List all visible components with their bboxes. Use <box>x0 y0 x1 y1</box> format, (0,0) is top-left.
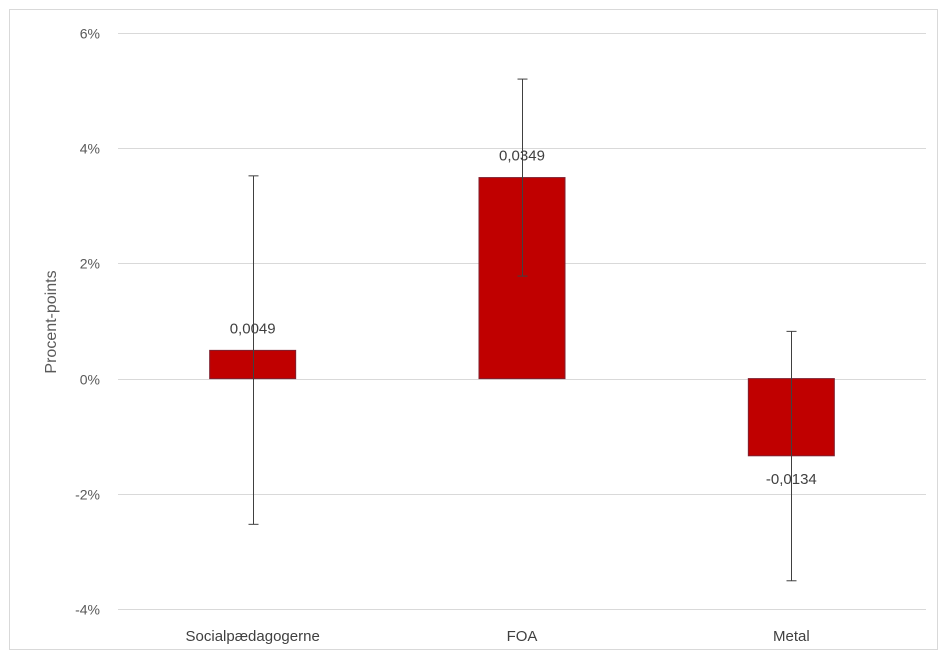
x-category-label: Socialpædagogerne <box>186 628 320 645</box>
bar <box>209 349 297 380</box>
y-tick-label: 0% <box>80 372 100 388</box>
y-tick-label: 4% <box>80 141 100 157</box>
y-tick-label: 2% <box>80 256 100 272</box>
y-axis-ticks: -4% -2% 0% 2% 4% 6% <box>75 26 100 618</box>
y-tick-label: -2% <box>75 487 100 503</box>
data-label: 0,0349 <box>499 148 545 165</box>
y-tick-label: 6% <box>80 26 100 42</box>
error-bars <box>248 78 797 582</box>
data-label: 0,0049 <box>230 320 276 337</box>
chart-border <box>9 9 938 650</box>
data-labels: 0,0049 0,0349 -0,0134 <box>230 148 817 488</box>
data-label: -0,0134 <box>766 471 817 488</box>
y-tick-label: -4% <box>75 602 100 618</box>
y-axis-title: Procent-points <box>43 270 60 373</box>
x-category-label: Metal <box>773 628 810 645</box>
x-axis-categories: Socialpædagogerne FOA Metal <box>186 628 810 645</box>
x-category-label: FOA <box>507 628 538 645</box>
